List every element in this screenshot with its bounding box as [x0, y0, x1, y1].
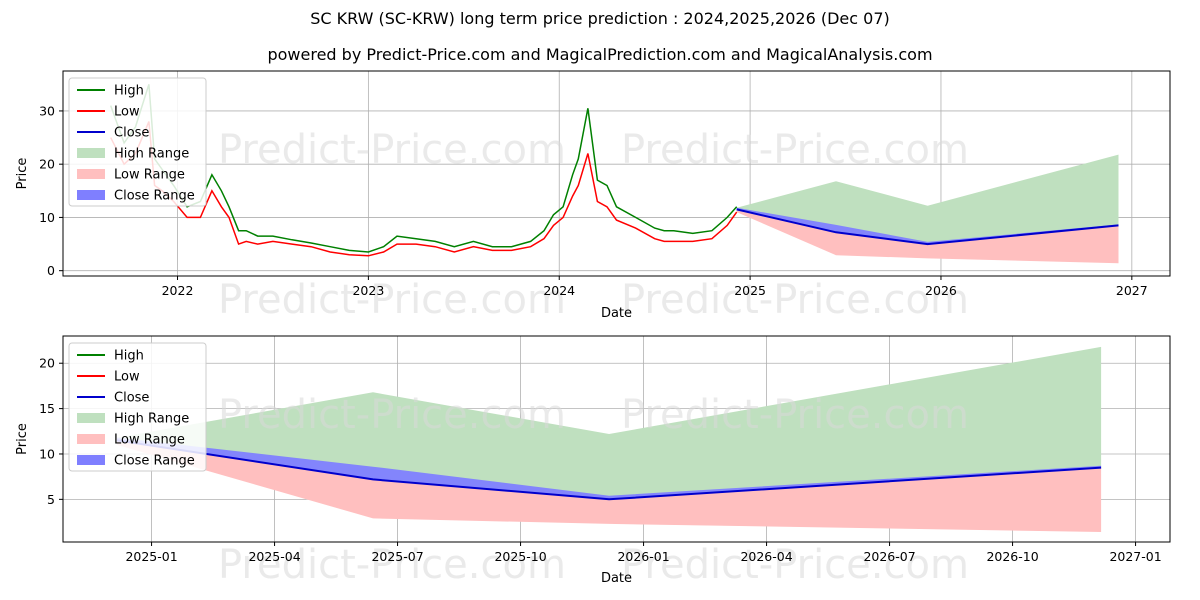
legend-item-high-label: High	[114, 84, 144, 99]
watermark: Predict-Price.com	[621, 127, 969, 173]
chart-title: SC KRW (SC-KRW) long term price predicti…	[310, 9, 890, 28]
x-tick-label: 2022	[162, 283, 194, 298]
y-tick-label: 15	[39, 401, 55, 416]
legend-item-close-range-swatch	[77, 190, 105, 200]
x-tick-label: 2025-01	[125, 549, 177, 564]
watermark: Predict-Price.com	[621, 392, 969, 438]
watermark: Predict-Price.com	[218, 277, 566, 323]
x-tick-label: 2024	[543, 283, 575, 298]
low-range-area	[117, 440, 1102, 532]
x-tick-label: 2025-04	[248, 549, 300, 564]
x-tick-label: 2026-10	[986, 549, 1038, 564]
watermark: Predict-Price.com	[621, 277, 969, 323]
x-tick-label: 2025	[734, 283, 766, 298]
legend-item-low-range-label: Low Range	[114, 433, 185, 448]
watermark: Predict-Price.com	[218, 392, 566, 438]
legend: High Low Close High Range Low Range Close Ran…	[68, 342, 207, 472]
x-tick-label: 2023	[352, 283, 384, 298]
legend-item-low-label: Low	[114, 370, 140, 385]
watermark: Predict-Price.com	[218, 127, 566, 173]
watermark: Predict-Price.com	[218, 542, 566, 588]
high-range-area	[117, 346, 1102, 500]
legend-item-close-label: Close	[114, 391, 149, 406]
legend-item-low-range-label: Low Range	[114, 168, 185, 183]
x-tick-label: 2025-10	[494, 549, 546, 564]
x-axis-label: Date	[601, 571, 632, 586]
plot-area-2	[63, 336, 1170, 542]
legend-item-high-range-swatch	[77, 413, 105, 423]
legend: High Low Close High Range Low Range Close Ran…	[68, 77, 207, 207]
high-range-area	[736, 154, 1119, 245]
legend-item-high-label: High	[114, 349, 144, 364]
legend-item-close-range-label: Close Range	[114, 189, 195, 204]
legend-item-close-label: Close	[114, 126, 149, 141]
y-tick-label: 20	[39, 356, 55, 371]
y-tick-label: 30	[39, 103, 55, 118]
low-series-line	[110, 121, 738, 257]
y-axis-label: Price	[15, 158, 30, 190]
x-tick-label: 2027-01	[1109, 549, 1161, 564]
x-tick-label: 2026-04	[740, 549, 792, 564]
x-tick-label: 2027	[1116, 283, 1148, 298]
watermark: Predict-Price.com	[621, 542, 969, 588]
legend-item-close-range-swatch	[77, 455, 105, 465]
chart-subtitle: powered by Predict-Price.com and Magical…	[267, 45, 933, 64]
y-tick-label: 5	[47, 492, 55, 507]
legend-item-low-label: Low	[114, 105, 140, 120]
plot-frame	[62, 70, 1171, 277]
legend-item-low-range-swatch	[77, 169, 105, 179]
y-tick-label: 10	[39, 446, 55, 461]
plot-area-1	[63, 71, 1170, 276]
close-range-area	[736, 207, 1119, 245]
legend-item-high-range-label: High Range	[114, 412, 189, 427]
legend-item-close-range-label: Close Range	[114, 454, 195, 469]
x-tick-label: 2026-01	[617, 549, 669, 564]
legend-item-high-range-swatch	[77, 148, 105, 158]
close-series-line	[116, 439, 1102, 501]
x-axis-label: Date	[601, 306, 632, 321]
y-tick-label: 20	[39, 157, 55, 172]
close-range-area	[117, 437, 1102, 500]
x-tick-label: 2026-07	[863, 549, 915, 564]
x-tick-label: 2026	[925, 283, 957, 298]
x-tick-label: 2025-07	[371, 549, 423, 564]
y-axis-label: Price	[15, 423, 30, 455]
y-tick-label: 10	[39, 210, 55, 225]
y-tick-label: 0	[47, 263, 55, 278]
low-range-area	[736, 209, 1119, 264]
legend-item-high-range-label: High Range	[114, 147, 189, 162]
close-series-line	[736, 208, 1119, 246]
plot-frame	[62, 335, 1171, 543]
legend-item-low-range-swatch	[77, 434, 105, 444]
